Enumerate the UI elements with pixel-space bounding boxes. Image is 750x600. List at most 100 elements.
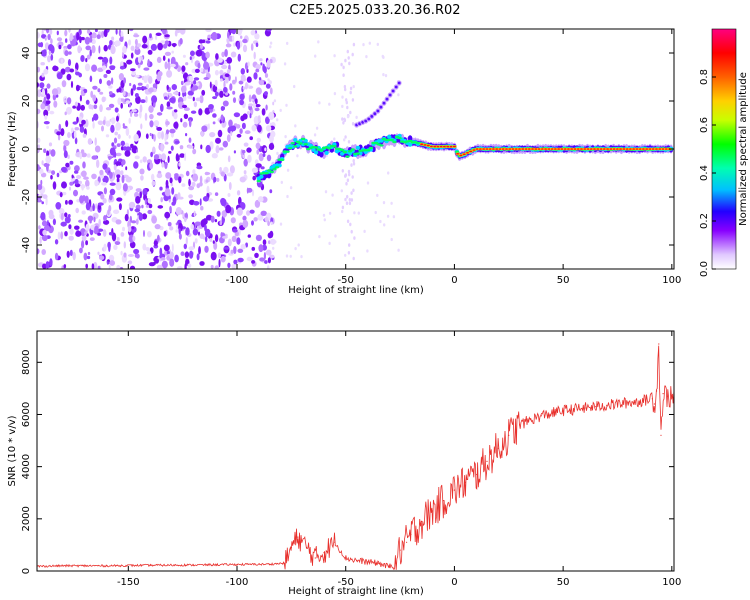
sparse-dot xyxy=(333,92,337,96)
noise-blob xyxy=(93,104,98,110)
noise-blob xyxy=(72,105,77,109)
noise-blob xyxy=(55,202,62,210)
noise-blob xyxy=(166,250,170,255)
y-tick-label: 0 xyxy=(21,146,32,152)
sparse-dot xyxy=(341,169,344,173)
trace-core xyxy=(475,148,479,150)
noise-blob xyxy=(80,90,85,96)
noise-blob xyxy=(165,129,170,135)
sparse-dot xyxy=(342,121,345,125)
noise-blob xyxy=(245,242,249,248)
noise-blob xyxy=(79,94,82,102)
noise-blob xyxy=(194,68,200,73)
noise-blob xyxy=(178,176,182,184)
trace-cell xyxy=(293,138,298,142)
sparse-dot xyxy=(346,115,350,119)
noise-blob xyxy=(210,251,217,261)
sparse-dot xyxy=(344,197,347,202)
noise-blob xyxy=(254,33,260,40)
noise-blob xyxy=(165,179,169,188)
noise-blob xyxy=(46,163,49,172)
x-tick-label: -50 xyxy=(338,577,354,588)
noise-blob xyxy=(67,154,70,160)
noise-blob xyxy=(229,83,233,91)
trace-cell xyxy=(345,155,350,158)
noise-blob xyxy=(109,40,113,46)
noise-blob xyxy=(80,104,85,111)
noise-blob xyxy=(130,110,133,118)
noise-blob xyxy=(145,95,148,104)
noise-blob xyxy=(169,177,173,184)
noise-blob xyxy=(50,54,54,61)
sparse-dot xyxy=(397,248,400,252)
noise-blob xyxy=(220,197,226,205)
noise-blob xyxy=(42,263,47,269)
noise-blob xyxy=(247,234,251,238)
noise-blob xyxy=(192,228,199,236)
noise-blob xyxy=(142,188,148,197)
noise-blob xyxy=(269,230,274,238)
noise-blob xyxy=(122,226,125,232)
noise-blob xyxy=(166,84,169,91)
noise-blob xyxy=(226,134,231,143)
noise-blob xyxy=(99,91,104,95)
noise-blob xyxy=(266,59,271,68)
noise-blob xyxy=(154,224,161,230)
noise-blob xyxy=(118,73,124,81)
noise-blob xyxy=(233,246,237,254)
noise-blob xyxy=(45,100,51,105)
noise-blob xyxy=(148,262,156,267)
noise-blob xyxy=(201,39,206,44)
noise-blob xyxy=(89,49,92,57)
noise-blob xyxy=(52,65,59,72)
noise-blob xyxy=(183,243,187,250)
noise-blob xyxy=(233,112,241,118)
noise-blob xyxy=(85,202,91,211)
noise-blob xyxy=(184,251,190,258)
sparse-dot xyxy=(348,172,351,177)
noise-blob xyxy=(173,61,179,70)
noise-blob xyxy=(116,176,120,184)
noise-blob xyxy=(181,65,186,72)
noise-blob xyxy=(229,165,235,174)
noise-blob xyxy=(42,88,45,96)
noise-blob xyxy=(215,137,221,144)
secondary-trace-cell xyxy=(385,97,389,101)
noise-blob xyxy=(142,156,147,163)
sparse-dot xyxy=(294,124,297,128)
noise-blob xyxy=(108,254,115,262)
noise-blob xyxy=(231,263,236,269)
noise-blob xyxy=(212,84,218,93)
noise-blob xyxy=(184,152,187,162)
noise-blob xyxy=(232,228,238,233)
trace-cell xyxy=(264,172,269,175)
noise-blob xyxy=(223,166,229,174)
noise-blob xyxy=(245,82,248,90)
noise-blob xyxy=(171,110,175,117)
sparse-dot xyxy=(324,190,328,194)
y-tick-label: 20 xyxy=(21,95,32,108)
spectrogram-x-axis: -150 -100 -50 0 50 100 xyxy=(117,29,681,286)
noise-blob xyxy=(243,142,249,147)
sparse-dot xyxy=(347,169,351,174)
snr-data-point xyxy=(660,434,662,436)
noise-blob xyxy=(204,171,209,176)
noise-blob xyxy=(92,85,98,90)
noise-blob xyxy=(43,109,49,118)
noise-blob xyxy=(38,225,41,230)
colorbar-label: Normalized spectral amplitude xyxy=(738,72,749,226)
noise-blob xyxy=(239,128,243,134)
noise-blob xyxy=(219,220,223,226)
noise-blob xyxy=(118,87,122,93)
noise-blob xyxy=(217,57,223,63)
sparse-dot xyxy=(351,175,354,179)
trace-core xyxy=(567,148,571,150)
sparse-dot xyxy=(390,237,393,242)
noise-blob xyxy=(256,149,260,155)
noise-blob xyxy=(56,72,63,80)
noise-blob xyxy=(85,223,90,232)
trace-core xyxy=(596,148,600,150)
noise-blob xyxy=(82,133,87,138)
noise-blob xyxy=(57,134,61,141)
sparse-dot xyxy=(392,215,396,219)
